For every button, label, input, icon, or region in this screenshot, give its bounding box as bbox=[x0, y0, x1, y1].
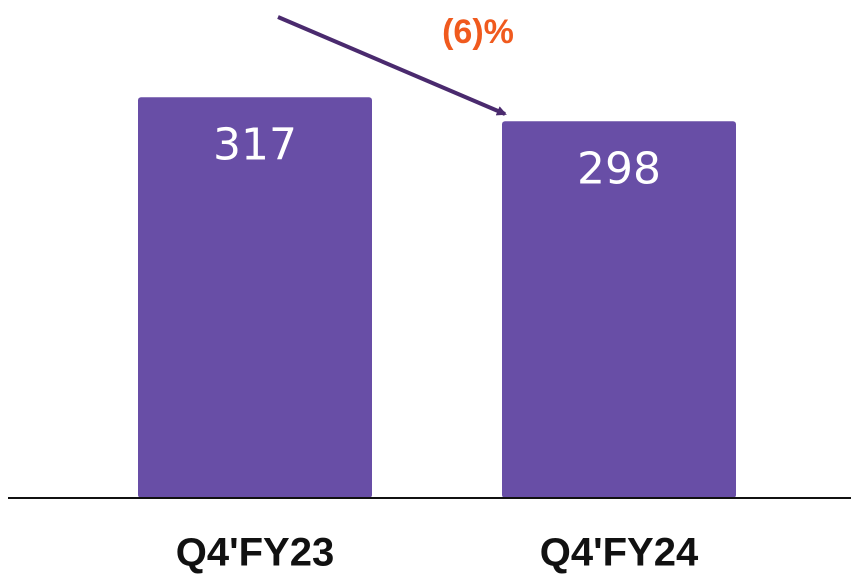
x-tick-label: Q4'FY24 bbox=[540, 531, 699, 575]
change-arrow bbox=[277, 15, 507, 116]
value-label: 317 bbox=[213, 119, 297, 170]
change-annotation: (6)% bbox=[442, 13, 514, 51]
bar bbox=[502, 121, 736, 499]
x-tick-label: Q4'FY23 bbox=[176, 531, 334, 575]
value-label: 298 bbox=[577, 143, 661, 194]
bar bbox=[138, 97, 372, 499]
